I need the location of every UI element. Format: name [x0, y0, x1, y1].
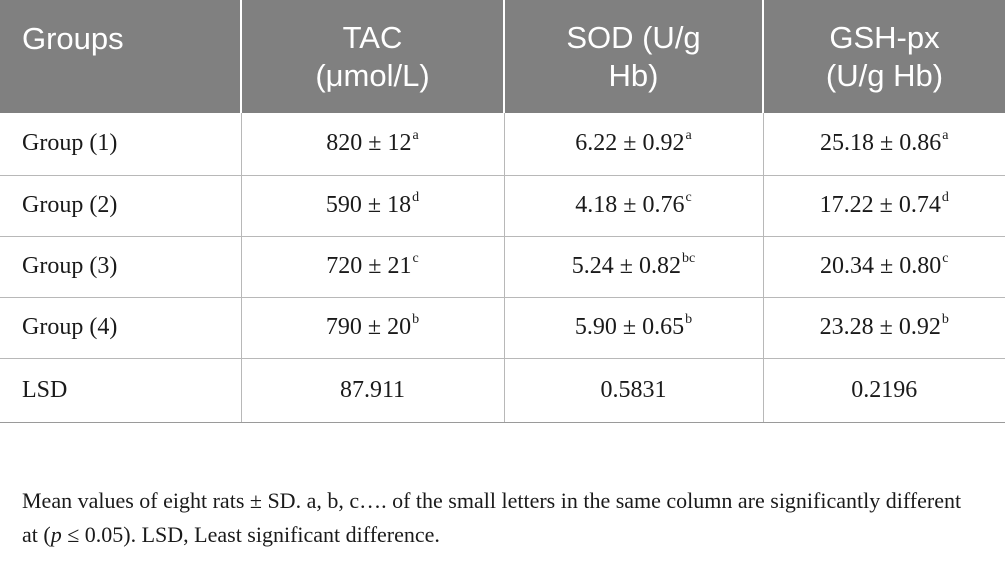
table-cell: 6.22 ± 0.92a [503, 113, 763, 176]
cell-value: 590 ± 18 [325, 192, 412, 218]
cell-value: 0.2196 [851, 376, 918, 403]
header-gsh-px: GSH-px (U/g Hb) [762, 0, 1005, 113]
table-cell: 720 ± 21c [240, 236, 504, 298]
table-row: Group (3) 720 ± 21c 5.24 ± 0.82bc 20.34 … [0, 236, 1005, 298]
header-tac: TAC (μmol/L) [240, 0, 504, 113]
cell-superscript: bc [681, 251, 696, 266]
table-cell: 25.18 ± 0.86a [762, 113, 1005, 176]
table-cell: 0.2196 [762, 358, 1005, 423]
table-cell: 17.22 ± 0.74d [762, 175, 1005, 237]
cell-superscript: b [685, 312, 693, 327]
row-label: Group (3) [0, 236, 241, 298]
cell-value: 720 ± 21 [326, 253, 412, 279]
cell-superscript: a [685, 128, 692, 144]
cell-superscript: d [412, 190, 420, 205]
cell-value: 820 ± 12 [326, 130, 412, 157]
table-cell: 5.24 ± 0.82bc [503, 236, 763, 298]
row-label: LSD [0, 358, 241, 423]
cell-superscript: b [941, 312, 949, 327]
table-footnote: Mean values of eight rats ± SD. a, b, c…… [22, 484, 982, 552]
cell-superscript: b [412, 312, 420, 327]
cell-value: 5.24 ± 0.82 [571, 253, 681, 279]
table-row: Group (1) 820 ± 12a 6.22 ± 0.92a 25.18 ±… [0, 113, 1005, 176]
table-header: Groups TAC (μmol/L) SOD (U/g Hb) GSH-px (U/… [0, 0, 1005, 113]
results-table: Groups TAC (μmol/L) SOD (U/g Hb) GSH-px (U/… [0, 0, 1005, 423]
cell-value: 23.28 ± 0.92 [819, 314, 941, 340]
cell-superscript: c [942, 251, 949, 266]
table-cell: 23.28 ± 0.92b [762, 297, 1005, 359]
header-row: Groups TAC (μmol/L) SOD (U/g Hb) GSH-px (U/… [0, 0, 1005, 113]
table-cell: 790 ± 20b [240, 297, 504, 359]
table-row-lsd: LSD 87.911 0.5831 0.2196 [0, 358, 1005, 423]
cell-value: 25.18 ± 0.86 [820, 130, 942, 157]
header-tac-line2: (μmol/L) [315, 57, 430, 93]
cell-value: 87.911 [339, 376, 406, 403]
table-cell: 590 ± 18d [240, 175, 504, 237]
table-cell: 5.90 ± 0.65b [503, 297, 763, 359]
cell-superscript: d [941, 190, 949, 205]
header-sod-line2: Hb) [608, 57, 659, 93]
header-gsh-px-line1: GSH-px [829, 19, 940, 55]
table-cell: 4.18 ± 0.76c [503, 175, 763, 237]
cell-value: 790 ± 20 [325, 314, 412, 340]
cell-superscript: a [412, 128, 419, 144]
row-label: Group (2) [0, 175, 241, 237]
footnote-p-symbol: p [50, 522, 62, 547]
cell-superscript: c [412, 251, 419, 266]
header-sod-line1: SOD (U/g [566, 19, 701, 55]
cell-value: 4.18 ± 0.76 [575, 192, 685, 218]
row-label: Group (1) [0, 113, 241, 176]
header-gsh-px-line2: (U/g Hb) [825, 57, 944, 93]
table-row: Group (4) 790 ± 20b 5.90 ± 0.65b 23.28 ±… [0, 297, 1005, 359]
cell-value: 20.34 ± 0.80 [820, 253, 942, 279]
table-cell: 0.5831 [503, 358, 763, 423]
table-cell: 87.911 [240, 358, 504, 423]
cell-value: 0.5831 [600, 376, 667, 403]
header-groups-label: Groups [22, 21, 124, 56]
cell-value: 17.22 ± 0.74 [819, 192, 941, 218]
table-cell: 820 ± 12a [240, 113, 504, 176]
cell-value: 5.90 ± 0.65 [574, 314, 685, 340]
header-sod: SOD (U/g Hb) [503, 0, 763, 113]
header-groups: Groups [0, 0, 241, 113]
footnote-text-1: Mean values of eight rats ± SD. a, b, c…… [22, 488, 962, 547]
header-tac-line1: TAC [342, 19, 403, 55]
cell-superscript: c [685, 190, 692, 205]
table-cell: 20.34 ± 0.80c [762, 236, 1005, 298]
footnote-text-2: ≤ 0.05). LSD, Least significant differen… [61, 522, 440, 547]
cell-value: 6.22 ± 0.92 [575, 130, 685, 157]
cell-superscript: a [942, 128, 949, 144]
row-label: Group (4) [0, 297, 241, 359]
table-row: Group (2) 590 ± 18d 4.18 ± 0.76c 17.22 ±… [0, 175, 1005, 237]
table-body: Group (1) 820 ± 12a 6.22 ± 0.92a 25.18 ±… [0, 113, 1005, 423]
